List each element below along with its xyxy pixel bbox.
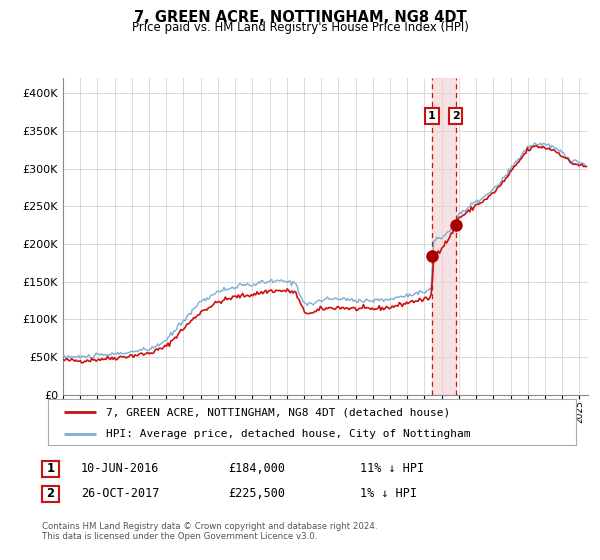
Text: Contains HM Land Registry data © Crown copyright and database right 2024.
This d: Contains HM Land Registry data © Crown c…	[42, 522, 377, 542]
Text: £184,000: £184,000	[228, 462, 285, 475]
Text: 26-OCT-2017: 26-OCT-2017	[81, 487, 160, 501]
Text: 11% ↓ HPI: 11% ↓ HPI	[360, 462, 424, 475]
Text: 1% ↓ HPI: 1% ↓ HPI	[360, 487, 417, 501]
Bar	[432, 78, 456, 395]
Text: HPI: Average price, detached house, City of Nottingham: HPI: Average price, detached house, City…	[106, 429, 470, 438]
Text: £225,500: £225,500	[228, 487, 285, 501]
Text: 10-JUN-2016: 10-JUN-2016	[81, 462, 160, 475]
Text: 7, GREEN ACRE, NOTTINGHAM, NG8 4DT: 7, GREEN ACRE, NOTTINGHAM, NG8 4DT	[134, 10, 466, 25]
Text: Price paid vs. HM Land Registry's House Price Index (HPI): Price paid vs. HM Land Registry's House …	[131, 21, 469, 34]
Text: 2: 2	[46, 487, 55, 501]
Text: 7, GREEN ACRE, NOTTINGHAM, NG8 4DT (detached house): 7, GREEN ACRE, NOTTINGHAM, NG8 4DT (deta…	[106, 407, 451, 417]
Text: 2: 2	[452, 111, 460, 121]
Text: 1: 1	[428, 111, 436, 121]
Text: 1: 1	[46, 462, 55, 475]
